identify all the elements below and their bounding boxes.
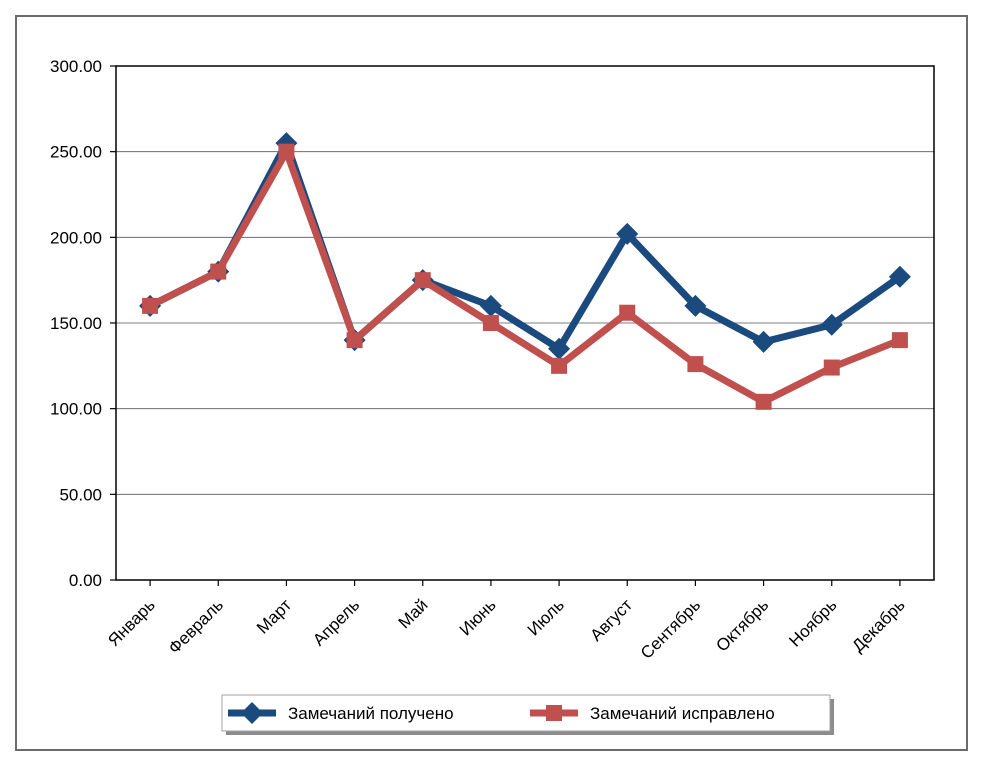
chart-frame	[15, 15, 968, 751]
x-tick-label: Сентябрь	[637, 595, 704, 662]
x-tick-label: Апрель	[309, 595, 363, 649]
legend-label: Замечаний исправлено	[590, 704, 775, 723]
data-point	[619, 304, 636, 321]
data-point	[820, 313, 843, 336]
data-point	[551, 357, 568, 374]
x-tick-label: Январь	[104, 595, 159, 650]
data-point	[210, 263, 227, 280]
legend-label: Замечаний получено	[288, 704, 454, 723]
data-point	[755, 393, 772, 410]
y-tick-label: 0.00	[69, 571, 102, 590]
legend-marker	[241, 702, 263, 724]
y-tick-label: 50.00	[59, 485, 102, 504]
series-layer	[139, 132, 911, 410]
legend-box	[221, 694, 831, 732]
y-tick-label: 250.00	[50, 143, 102, 162]
legend-entry-2: Замечаний исправлено	[530, 704, 775, 723]
data-point	[414, 272, 431, 289]
series-1	[139, 132, 911, 360]
axes: 0.00 50.00 100.00 150.00 200.00 250.00 300.00 Я…	[50, 57, 909, 663]
grid-lines	[116, 151, 934, 495]
y-tick-label: 300.00	[50, 57, 102, 76]
data-point	[823, 359, 840, 376]
x-tick-label: Февраль	[165, 595, 227, 657]
data-point	[687, 356, 704, 373]
legend: Замечаний получено Замечаний исправлено	[221, 694, 834, 735]
x-tick-label: Октябрь	[712, 595, 772, 655]
series-2	[142, 143, 908, 410]
x-tick-label: Май	[395, 595, 432, 632]
x-tick-label: Декабрь	[848, 595, 908, 655]
data-point	[278, 143, 295, 160]
y-tick-label: 100.00	[50, 400, 102, 419]
data-point	[684, 294, 707, 317]
data-point	[482, 315, 499, 331]
legend-entry-1: Замечаний получено	[228, 702, 454, 724]
legend-marker	[546, 705, 562, 721]
x-tick-label: Март	[253, 595, 295, 637]
y-tick-label: 150.00	[50, 314, 102, 333]
data-point	[752, 330, 775, 353]
data-point	[888, 265, 911, 288]
x-tick-label: Июль	[524, 595, 568, 639]
series-line	[148, 143, 902, 406]
x-tick-label: Август	[586, 595, 636, 645]
data-point	[548, 337, 571, 360]
y-tick-label: 200.00	[50, 228, 102, 247]
data-point	[142, 297, 159, 314]
data-point	[346, 332, 363, 349]
x-tick-label: Ноябрь	[785, 595, 840, 650]
series-line	[148, 134, 902, 354]
data-point	[891, 332, 908, 349]
data-point	[479, 294, 502, 317]
x-tick-label: Июнь	[456, 595, 500, 639]
data-point	[616, 222, 639, 245]
